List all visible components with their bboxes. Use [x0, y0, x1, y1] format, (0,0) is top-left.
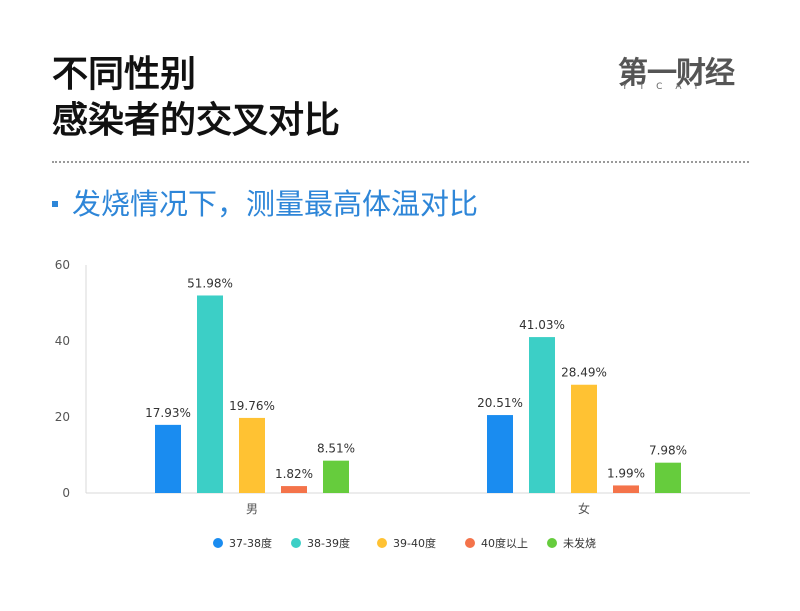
x-tick-label: 男 [246, 502, 258, 516]
bar [529, 337, 555, 493]
bar [197, 295, 223, 493]
data-label: 41.03% [519, 318, 565, 332]
data-label: 28.49% [561, 366, 607, 380]
y-tick-label: 0 [62, 486, 70, 500]
data-label: 51.98% [187, 276, 233, 290]
data-label: 1.99% [607, 466, 645, 480]
section-subtitle: 发烧情况下，测量最高体温对比 [52, 186, 478, 222]
y-tick-label: 40 [55, 334, 70, 348]
page-title: 不同性别 感染者的交叉对比 [52, 52, 340, 144]
legend-marker [465, 538, 475, 548]
data-label: 7.98% [649, 444, 687, 458]
bar [487, 415, 513, 493]
section-subtitle-text: 发烧情况下，测量最高体温对比 [72, 187, 479, 221]
bar [613, 485, 639, 493]
y-tick-label: 60 [55, 258, 70, 272]
bar [239, 417, 265, 493]
legend-marker [291, 538, 301, 548]
legend-marker [377, 538, 387, 548]
dotted-divider [52, 161, 749, 163]
x-tick-label: 女 [578, 501, 590, 516]
legend-label: 39-40度 [393, 536, 436, 550]
bar [281, 486, 307, 493]
data-label: 1.82% [275, 467, 313, 481]
bullet-icon [52, 201, 58, 207]
data-label: 17.93% [145, 406, 191, 420]
bar [155, 424, 181, 493]
legend-label: 37-38度 [229, 536, 272, 550]
y-tick-label: 20 [55, 410, 70, 424]
bar-chart: 0 20 40 60 17.93% 51.98% 19.76% 1.82% 8.51% 男 20.5… [55, 258, 750, 550]
page-title-line2: 感染者的交叉对比 [52, 100, 341, 141]
legend-marker [213, 538, 223, 548]
bar [655, 462, 681, 493]
data-label: 20.51% [477, 396, 523, 410]
legend-marker [547, 538, 557, 548]
legend-label: 40度以上 [481, 536, 528, 550]
legend-label: 38-39度 [307, 536, 350, 550]
data-label: 19.76% [229, 399, 275, 413]
data-label: 8.51% [317, 442, 355, 456]
logo-main-text: 第一财经 [618, 56, 735, 91]
logo-sub-text: YICAI [622, 82, 711, 92]
bar [571, 384, 597, 493]
bar [323, 460, 349, 493]
legend-label: 未发烧 [563, 536, 596, 550]
page-title-line1: 不同性别 [52, 54, 197, 95]
yicai-logo: 第一财经 YICAI [618, 48, 754, 96]
